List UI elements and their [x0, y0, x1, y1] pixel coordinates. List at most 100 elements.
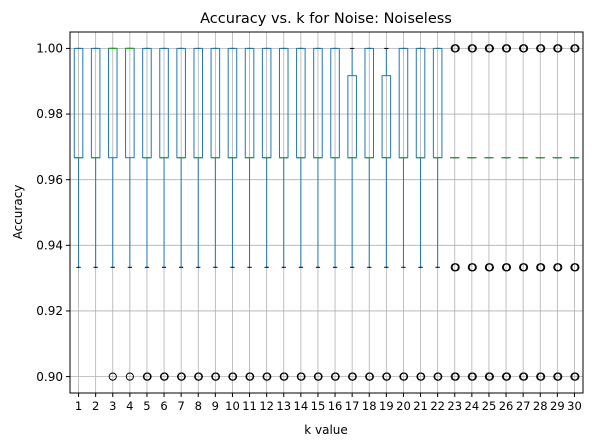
- x-tick-label: 3: [109, 399, 116, 413]
- flier-point: [502, 263, 512, 272]
- flier-point: [434, 372, 443, 381]
- box-k-24: [467, 44, 477, 381]
- box-k-15: [313, 47, 323, 381]
- y-tick-label: 0.90: [36, 370, 63, 384]
- flier-point: [177, 372, 186, 381]
- x-tick-label: 4: [126, 399, 133, 413]
- plot-frame: [69, 31, 584, 394]
- box-k-2: [90, 47, 101, 268]
- flier-point: [537, 44, 546, 53]
- box-k-1: [73, 47, 84, 268]
- x-tick-label: 20: [396, 399, 411, 413]
- x-tick-label: 2: [92, 399, 99, 413]
- y-tick-label: 0.92: [36, 304, 63, 318]
- flier-point: [125, 372, 134, 381]
- box-k-3: [107, 47, 118, 381]
- x-tick-label: 13: [276, 399, 291, 413]
- x-tick-label: 6: [160, 399, 167, 413]
- x-tick-label: 26: [499, 399, 514, 413]
- x-tick-label: 8: [195, 399, 202, 413]
- x-tick-label: 27: [516, 399, 531, 413]
- x-tick-label: 10: [225, 399, 240, 413]
- flier-point: [331, 372, 340, 381]
- flier-point: [537, 263, 546, 272]
- flier-point: [537, 372, 546, 381]
- flier-point: [228, 372, 238, 381]
- flier-point: [468, 263, 477, 272]
- box-k-14: [296, 47, 306, 381]
- box-k-21: [415, 47, 426, 381]
- flier-point: [399, 372, 409, 381]
- box-k-26: [501, 44, 512, 381]
- flier-point: [451, 372, 460, 381]
- x-tick-label: 17: [345, 399, 360, 413]
- y-tick-label: 0.96: [36, 173, 63, 187]
- flier-point: [246, 372, 255, 381]
- box-k-30: [569, 44, 580, 381]
- y-axis: 0.90 0.92 0.94 0.96 0.98 1.00: [36, 42, 70, 384]
- x-tick-label: 5: [143, 399, 150, 413]
- box-k-28: [535, 44, 546, 381]
- box-k-10: [227, 47, 238, 381]
- flier-point: [451, 263, 460, 272]
- flier-point: [297, 372, 306, 381]
- box-k-16: [330, 47, 340, 381]
- flier-point: [263, 372, 272, 381]
- flier-point: [417, 372, 426, 381]
- flier-point: [468, 44, 477, 53]
- flier-point: [554, 44, 563, 53]
- box-k-18: [364, 47, 375, 381]
- y-tick-label: 0.94: [36, 239, 63, 253]
- x-tick-label: 19: [379, 399, 394, 413]
- box-k-12: [261, 47, 272, 381]
- box-k-13: [278, 47, 289, 381]
- x-tick-label: 22: [430, 399, 445, 413]
- flier-point: [519, 263, 529, 272]
- flier-point: [211, 372, 221, 381]
- x-tick-label: 16: [328, 399, 343, 413]
- box-k-4: [125, 47, 135, 381]
- flier-point: [160, 372, 169, 381]
- box-k-17: [347, 47, 357, 381]
- box-k-5: [142, 47, 152, 381]
- flier-point: [194, 372, 203, 381]
- x-tick-label: 7: [177, 399, 184, 413]
- x-tick-label: 15: [311, 399, 326, 413]
- x-tick-label: 1: [75, 399, 82, 413]
- x-tick-label: 25: [482, 399, 497, 413]
- box-k-19: [381, 47, 392, 381]
- flier-point: [280, 372, 289, 381]
- flier-point: [519, 44, 529, 53]
- y-axis-label: Accuracy: [11, 185, 25, 240]
- x-axis: 1 2 3 4 5 6 7 8 9 10 11 12 13 14 15 16 17 18 19 20 21 22 23 24 2…: [75, 393, 582, 413]
- box-k-9: [210, 47, 221, 381]
- x-tick-label: 28: [533, 399, 548, 413]
- box-k-20: [398, 47, 409, 381]
- box-k-29: [552, 44, 563, 381]
- box-k-27: [518, 44, 529, 381]
- flier-point: [502, 372, 512, 381]
- y-tick-label: 0.98: [36, 107, 63, 121]
- box-k-6: [159, 47, 169, 381]
- x-tick-label: 21: [413, 399, 428, 413]
- flier-point: [468, 372, 477, 381]
- x-tick-label: 11: [242, 399, 257, 413]
- flier-point: [571, 44, 580, 53]
- flier-point: [502, 44, 512, 53]
- box-k-22: [432, 47, 443, 381]
- x-tick-label: 23: [447, 399, 462, 413]
- box-k-25: [484, 44, 494, 381]
- flier-point: [314, 372, 323, 381]
- x-tick-label: 24: [465, 399, 480, 413]
- x-tick-label: 29: [550, 399, 565, 413]
- x-axis-label: k value: [304, 423, 348, 437]
- box-k-23: [449, 44, 460, 381]
- flier-point: [485, 263, 494, 272]
- x-tick-label: 9: [212, 399, 219, 413]
- flier-point: [485, 44, 494, 53]
- box-k-7: [176, 47, 186, 381]
- chart-title: Accuracy vs. k for Noise: Noiseless: [200, 11, 452, 27]
- x-tick-label: 18: [362, 399, 377, 413]
- x-tick-label: 30: [567, 399, 582, 413]
